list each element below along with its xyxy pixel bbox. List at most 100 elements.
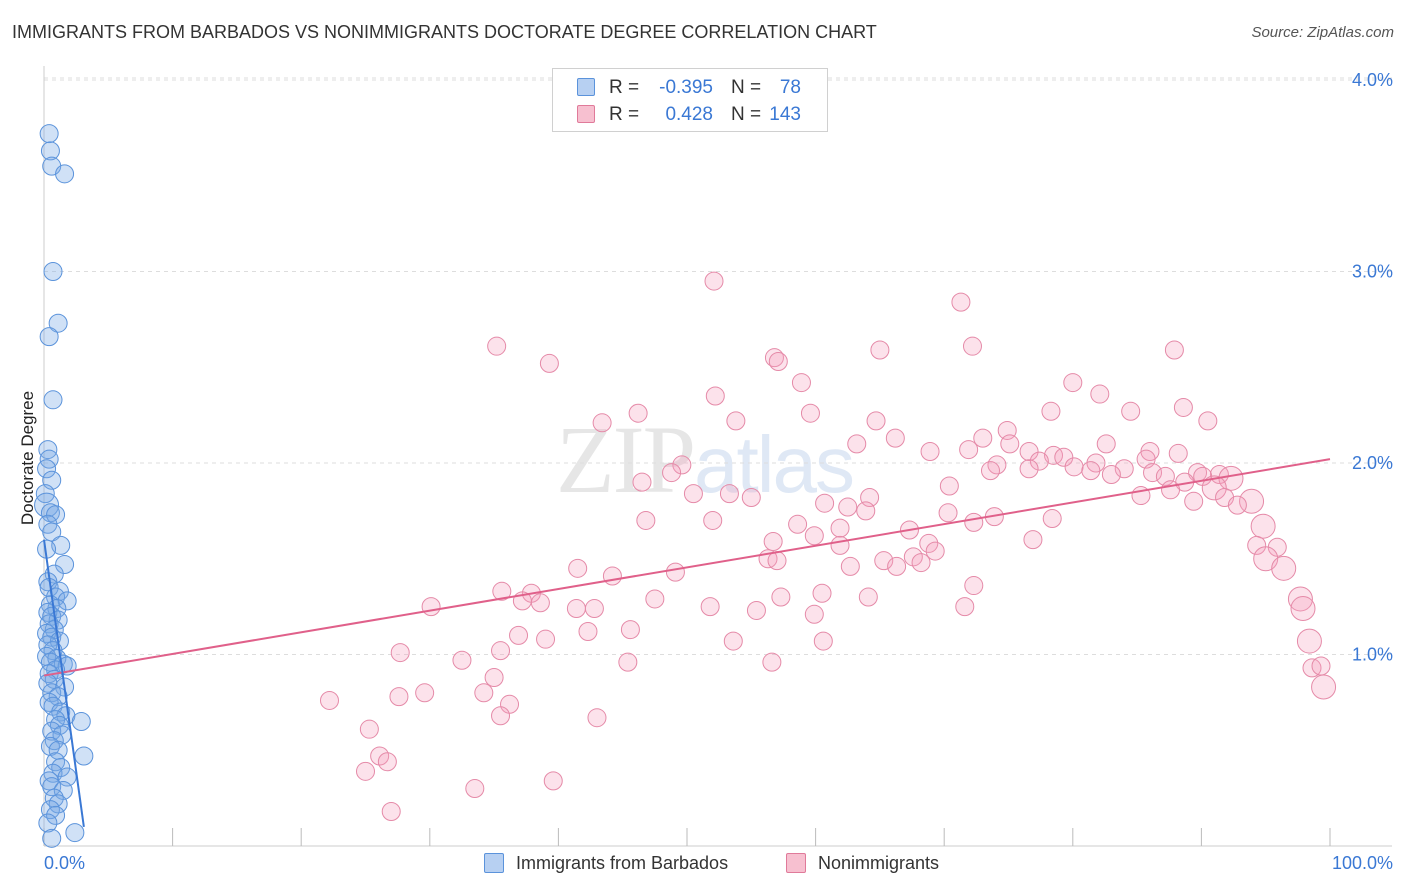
- legend-r-value-barbados: -0.395: [659, 77, 713, 98]
- y-tick-label: 4.0%: [1352, 70, 1393, 90]
- trend-line-barbados: [43, 539, 85, 827]
- point-nonimmigrant: [566, 599, 586, 619]
- point-nonimmigrant: [838, 497, 858, 517]
- point-nonimmigrant: [959, 440, 979, 460]
- point-nonimmigrant: [903, 547, 923, 567]
- point-nonimmigrant: [474, 683, 494, 703]
- point-barbados: [44, 731, 64, 751]
- point-nonimmigrant: [452, 650, 472, 670]
- point-nonimmigrant: [866, 411, 886, 431]
- point-nonimmigrant: [584, 599, 604, 619]
- point-nonimmigrant: [602, 566, 622, 586]
- point-nonimmigrant: [723, 631, 743, 651]
- point-nonimmigrant: [874, 551, 894, 571]
- point-nonimmigrant: [618, 652, 638, 672]
- point-nonimmigrant: [1143, 463, 1163, 483]
- point-nonimmigrant: [1164, 340, 1184, 360]
- point-nonimmigrant: [1253, 546, 1279, 572]
- trend-line-nonimmigrant: [43, 458, 1331, 677]
- point-nonimmigrant: [390, 643, 410, 663]
- point-nonimmigrant: [767, 551, 787, 571]
- point-barbados: [46, 805, 66, 825]
- point-barbados: [48, 687, 68, 707]
- point-barbados: [74, 746, 94, 766]
- point-nonimmigrant: [465, 779, 485, 799]
- point-nonimmigrant: [539, 353, 559, 373]
- x-tick-label: 0.0%: [44, 853, 85, 873]
- point-nonimmigrant: [1198, 411, 1218, 431]
- y-tick-label: 2.0%: [1352, 453, 1393, 473]
- point-nonimmigrant: [1161, 480, 1181, 500]
- point-nonimmigrant: [962, 336, 982, 356]
- point-nonimmigrant: [856, 501, 876, 521]
- point-nonimmigrant: [791, 373, 811, 393]
- point-barbados: [43, 262, 63, 281]
- point-nonimmigrant: [764, 348, 784, 368]
- point-nonimmigrant: [636, 510, 656, 530]
- point-nonimmigrant: [804, 526, 824, 546]
- point-nonimmigrant: [939, 476, 959, 496]
- point-nonimmigrant: [1042, 509, 1062, 529]
- point-nonimmigrant: [919, 533, 939, 553]
- legend-n-label: N =: [731, 77, 762, 98]
- point-nonimmigrant: [370, 746, 390, 766]
- point-nonimmigrant: [700, 597, 720, 617]
- point-nonimmigrant: [858, 587, 878, 607]
- point-barbados: [42, 828, 62, 848]
- point-nonimmigrant: [1227, 495, 1247, 515]
- legend-n-label: N =: [731, 104, 762, 125]
- point-nonimmigrant: [620, 620, 640, 640]
- point-nonimmigrant: [705, 386, 725, 406]
- point-nonimmigrant: [530, 593, 550, 613]
- point-nonimmigrant: [1247, 535, 1267, 555]
- point-nonimmigrant: [487, 336, 507, 356]
- watermark-zip: ZIP: [556, 406, 696, 513]
- point-nonimmigrant: [746, 600, 766, 620]
- point-nonimmigrant: [1064, 457, 1084, 477]
- point-nonimmigrant: [1019, 442, 1039, 462]
- point-nonimmigrant: [587, 708, 607, 728]
- point-nonimmigrant: [847, 434, 867, 454]
- point-nonimmigrant: [389, 687, 409, 707]
- point-nonimmigrant: [1201, 475, 1227, 501]
- point-nonimmigrant: [421, 597, 441, 617]
- point-barbados: [39, 124, 59, 144]
- legend-n-value-nonimmigrants: 143: [769, 104, 801, 125]
- point-barbados: [55, 554, 75, 574]
- point-barbados: [38, 813, 58, 833]
- point-nonimmigrant: [543, 771, 563, 791]
- point-nonimmigrant: [683, 484, 703, 504]
- point-nonimmigrant: [1023, 530, 1043, 550]
- point-nonimmigrant: [1290, 596, 1316, 622]
- point-nonimmigrant: [1096, 434, 1116, 454]
- point-nonimmigrant: [964, 576, 984, 596]
- point-nonimmigrant: [319, 690, 339, 710]
- point-barbados: [44, 788, 64, 808]
- point-nonimmigrant: [800, 403, 820, 423]
- point-nonimmigrant: [887, 556, 907, 576]
- point-barbados: [48, 313, 68, 333]
- bottom-legend-label-barbados: Immigrants from Barbados: [516, 853, 729, 873]
- point-nonimmigrant: [381, 802, 401, 822]
- point-barbados: [55, 164, 75, 184]
- point-nonimmigrant: [911, 553, 931, 573]
- point-nonimmigrant: [491, 706, 511, 726]
- point-nonimmigrant: [1239, 488, 1265, 514]
- point-nonimmigrant: [415, 683, 435, 703]
- point-barbados: [65, 823, 85, 843]
- legend-r-label: R =: [609, 104, 640, 125]
- point-nonimmigrant: [771, 587, 791, 607]
- point-nonimmigrant: [955, 597, 975, 617]
- point-nonimmigrant: [645, 589, 665, 609]
- point-barbados: [42, 522, 62, 542]
- point-nonimmigrant: [1271, 555, 1297, 581]
- point-nonimmigrant: [672, 455, 692, 475]
- point-barbados: [48, 794, 68, 814]
- bottom-legend-swatch-nonimmigrants: [786, 853, 806, 873]
- point-nonimmigrant: [741, 487, 761, 507]
- point-nonimmigrant: [1090, 384, 1110, 404]
- point-nonimmigrant: [719, 484, 739, 504]
- point-nonimmigrant: [1311, 674, 1337, 700]
- point-nonimmigrant: [920, 442, 940, 462]
